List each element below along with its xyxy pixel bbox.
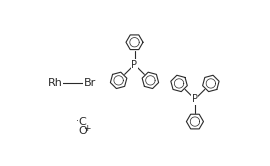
Text: O: O: [78, 126, 87, 136]
Text: +: +: [83, 124, 90, 133]
Text: P: P: [131, 60, 137, 70]
Text: Br: Br: [83, 78, 96, 88]
Text: C: C: [79, 117, 86, 127]
Text: Rh: Rh: [48, 78, 63, 88]
Text: −: −: [75, 115, 82, 124]
Text: P: P: [192, 94, 198, 104]
